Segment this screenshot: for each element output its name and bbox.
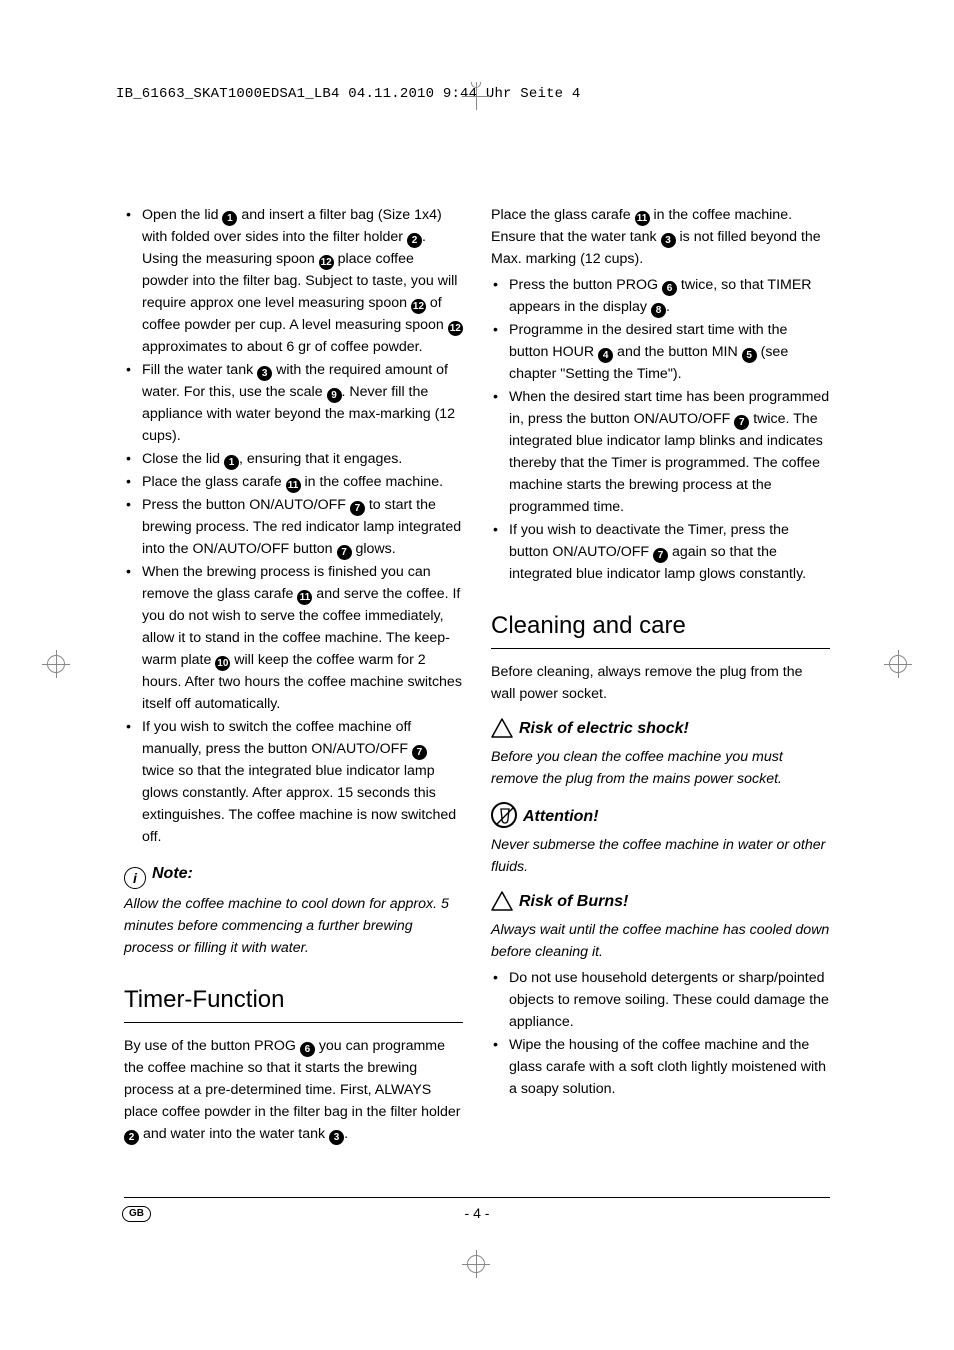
burns-body: Always wait until the coffee machine has… [491, 919, 830, 963]
ref-4-icon: 4 [598, 348, 613, 363]
list-item: Fill the water tank 3 with the required … [124, 359, 463, 447]
list-item: If you wish to switch the coffee machine… [124, 716, 463, 848]
info-icon: i [124, 867, 146, 889]
cleaning-steps-list: Do not use household detergents or sharp… [491, 967, 830, 1100]
page-footer: GB - 4 - [124, 1197, 830, 1228]
ref-11-icon: 11 [286, 478, 301, 493]
list-item: Press the button ON/AUTO/OFF 7 to start … [124, 494, 463, 560]
page-content: Open the lid 1 and insert a filter bag (… [124, 204, 830, 1200]
shock-label: Risk of electric shock! [519, 720, 689, 737]
ref-6-icon: 6 [300, 1042, 315, 1057]
ref-6-icon: 6 [662, 281, 677, 296]
attention-label: Attention! [523, 808, 599, 825]
timer-function-heading: Timer-Function [124, 981, 463, 1023]
cleaning-intro: Before cleaning, always remove the plug … [491, 661, 830, 705]
attention-body: Never submerse the coffee machine in wat… [491, 834, 830, 878]
brewing-steps-list: Open the lid 1 and insert a filter bag (… [124, 204, 463, 848]
shock-body: Before you clean the coffee machine you … [491, 746, 830, 790]
shock-heading: Risk of electric shock! [491, 717, 830, 742]
ref-8-icon: 8 [651, 303, 666, 318]
list-item: Wipe the housing of the coffee machine a… [491, 1034, 830, 1100]
ref-7-icon: 7 [350, 501, 365, 516]
ref-12-icon: 12 [411, 299, 426, 314]
crop-mark-area: IB_61663_SKAT1000EDSA1_LB4 04.11.2010 9:… [116, 86, 838, 102]
ref-2-icon: 2 [124, 1130, 139, 1145]
ref-1-icon: 1 [222, 211, 237, 226]
ref-3-icon: 3 [329, 1130, 344, 1145]
list-item: When the desired start time has been pro… [491, 386, 830, 518]
ref-7-icon: 7 [653, 548, 668, 563]
ref-5-icon: 5 [742, 348, 757, 363]
list-item: Programme in the desired start time with… [491, 319, 830, 385]
regmark-right [884, 650, 912, 678]
ref-7-icon: 7 [734, 415, 749, 430]
note-label: Note: [152, 865, 193, 882]
burns-label: Risk of Burns! [519, 893, 628, 910]
ref-9-icon: 9 [327, 388, 342, 403]
timer-intro: By use of the button PROG 6 you can prog… [124, 1035, 463, 1145]
no-water-icon [491, 802, 517, 828]
ref-1-icon: 1 [224, 455, 239, 470]
timer-steps-list: Press the button PROG 6 twice, so that T… [491, 274, 830, 585]
note-body: Allow the coffee machine to cool down fo… [124, 893, 463, 959]
cleaning-heading: Cleaning and care [491, 607, 830, 649]
list-item: When the brewing process is finished you… [124, 561, 463, 715]
ref-10-icon: 10 [215, 656, 230, 671]
ref-11-icon: 11 [297, 590, 312, 605]
list-item: Open the lid 1 and insert a filter bag (… [124, 204, 463, 358]
list-item: Press the button PROG 6 twice, so that T… [491, 274, 830, 318]
regmark-bottom [462, 1250, 490, 1278]
ref-11-icon: 11 [635, 211, 650, 226]
list-item: Place the glass carafe 11 in the coffee … [124, 471, 463, 493]
list-item: If you wish to deactivate the Timer, pre… [491, 519, 830, 585]
list-item: Do not use household detergents or sharp… [491, 967, 830, 1033]
ref-3-icon: 3 [257, 366, 272, 381]
regmark-left [42, 650, 70, 678]
language-badge: GB [122, 1206, 151, 1222]
attention-heading: Attention! [491, 802, 830, 830]
ref-3-icon: 3 [661, 233, 676, 248]
print-header-text: IB_61663_SKAT1000EDSA1_LB4 04.11.2010 9:… [116, 86, 580, 102]
timer-intro-2: Place the glass carafe 11 in the coffee … [491, 204, 830, 270]
ref-12-icon: 12 [448, 321, 463, 336]
note-heading: i Note: [124, 862, 463, 889]
burns-heading: Risk of Burns! [491, 890, 830, 915]
list-item: Close the lid 1, ensuring that it engage… [124, 448, 463, 470]
page-number: - 4 - [465, 1205, 490, 1221]
ref-7-icon: 7 [412, 745, 427, 760]
ref-7-icon: 7 [337, 545, 352, 560]
warning-icon [491, 891, 513, 911]
ref-2-icon: 2 [407, 233, 422, 248]
warning-icon [491, 718, 513, 738]
print-header: IB_61663_SKAT1000EDSA1_LB4 04.11.2010 9:… [116, 86, 838, 102]
ref-12-icon: 12 [319, 255, 334, 270]
